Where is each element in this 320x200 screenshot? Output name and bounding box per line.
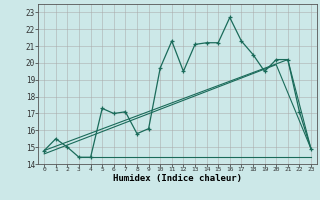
X-axis label: Humidex (Indice chaleur): Humidex (Indice chaleur) xyxy=(113,174,242,183)
